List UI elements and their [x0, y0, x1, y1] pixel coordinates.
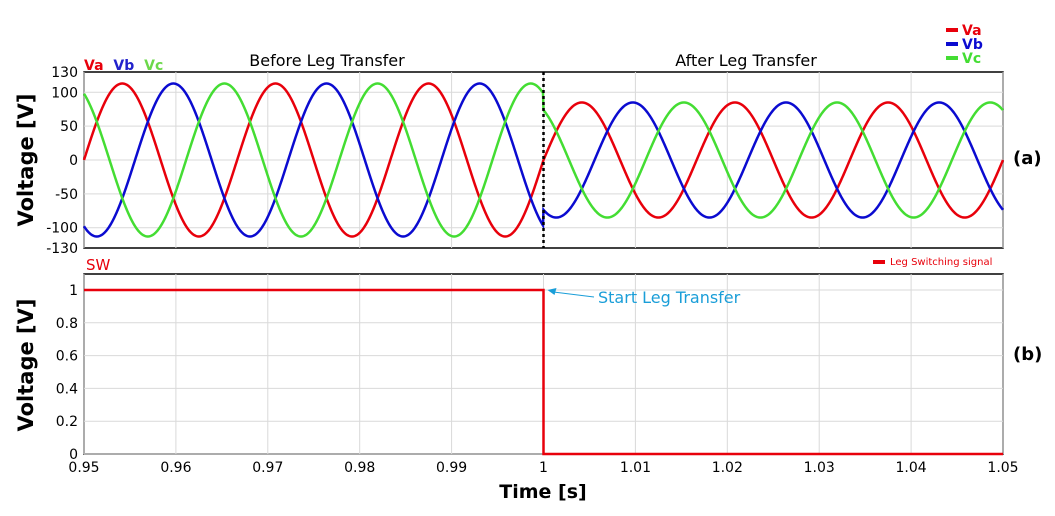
legend-label-vc: Vc: [962, 51, 981, 67]
x-axis-ticks: 0.95 0.96 0.97 0.98 0.99 1 1.01 1.02 1.03 1.04 1.0…: [68, 460, 1018, 476]
bottom-y-axis-label: Voltage [V]: [14, 299, 38, 432]
inline-label-va: Va: [84, 58, 104, 74]
top-legend: Va Vb Vc: [946, 23, 983, 67]
y-tick-label: 0.8: [56, 316, 78, 332]
y-tick-label: 100: [51, 85, 78, 101]
legend-label-sw: Leg Switching signal: [890, 257, 992, 268]
y-tick-label: 0.6: [56, 349, 78, 365]
x-tick-label: 1.02: [712, 460, 743, 476]
top-panel-y-ticks: 130 100 50 0 -50 -100 -130: [46, 65, 78, 257]
x-tick-label: 1.04: [896, 460, 927, 476]
panel-tag-a: (a): [1013, 148, 1042, 169]
series-line-leg-switching: [84, 288, 1003, 456]
y-tick-label: 0: [69, 447, 78, 463]
series-line-vb: [82, 82, 1004, 238]
annotation-arrowhead: [547, 288, 557, 295]
series-line-va: [82, 82, 1005, 238]
x-tick-label: 1.03: [804, 460, 835, 476]
panel-tag-b: (b): [1013, 344, 1042, 365]
bottom-panel-series: [84, 288, 1003, 456]
y-tick-label: 0: [69, 153, 78, 169]
x-tick-label: 1.01: [620, 460, 651, 476]
bottom-legend: Leg Switching signal: [873, 257, 992, 268]
y-tick-label: -130: [46, 241, 78, 257]
sw-signal-label: SW: [86, 256, 111, 274]
x-tick-label: 0.98: [344, 460, 375, 476]
inline-label-vc: Vc: [144, 58, 163, 74]
x-tick-label: 1: [539, 460, 548, 476]
y-tick-label: 1: [69, 283, 78, 299]
x-tick-label: 0.97: [252, 460, 283, 476]
x-tick-label: 0.96: [160, 460, 191, 476]
inline-label-vb: Vb: [113, 58, 134, 74]
y-tick-label: -100: [46, 221, 78, 237]
y-tick-label: 50: [60, 119, 78, 135]
top-y-axis-label: Voltage [V]: [14, 94, 38, 227]
legend-label-vb: Vb: [962, 37, 983, 53]
inline-labels: Va Vb Vc: [84, 58, 163, 74]
y-tick-label: 0.2: [56, 414, 78, 430]
x-tick-label: 0.99: [436, 460, 467, 476]
annotation-start-leg-transfer: Start Leg Transfer: [598, 288, 741, 307]
y-tick-label: 130: [51, 65, 78, 81]
y-tick-label: 0.4: [56, 381, 78, 397]
legend-label-va: Va: [962, 23, 982, 39]
section-label-before: Before Leg Transfer: [249, 51, 405, 70]
bottom-panel-y-ticks: 1 0.8 0.6 0.4 0.2 0: [56, 283, 78, 463]
x-axis-label: Time [s]: [499, 481, 586, 503]
section-label-after: After Leg Transfer: [675, 51, 817, 70]
x-tick-label: 1.05: [987, 460, 1018, 476]
y-tick-label: -50: [55, 187, 78, 203]
x-tick-label: 0.95: [68, 460, 99, 476]
annotation-arrow: [553, 291, 595, 298]
